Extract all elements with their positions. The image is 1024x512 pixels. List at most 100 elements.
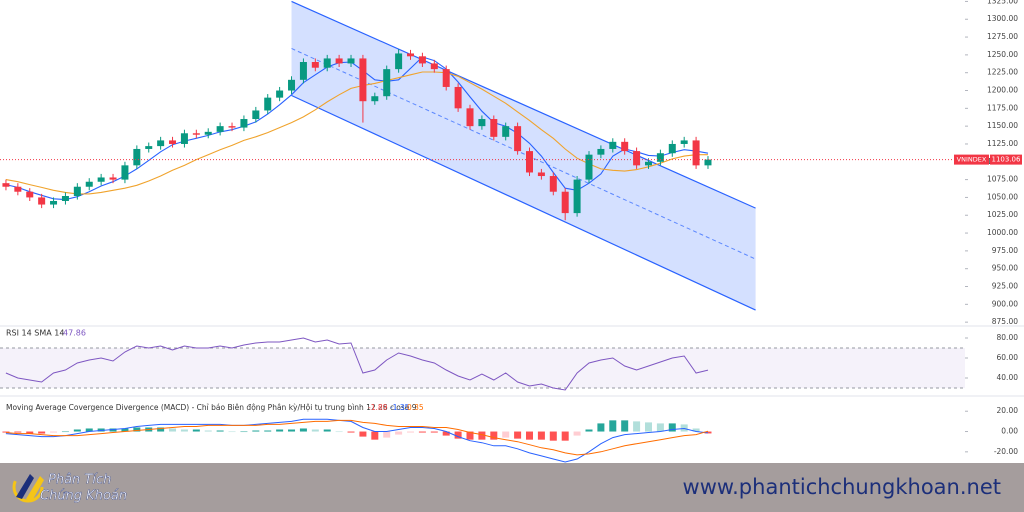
y-tick-label: 1225.00 — [987, 68, 1018, 77]
candle-body — [121, 165, 129, 180]
candle-body — [633, 151, 641, 166]
candle-body — [395, 53, 403, 70]
histogram-bar — [288, 429, 296, 432]
candle-body — [335, 58, 343, 64]
macd-readout: -1.89 — [368, 403, 388, 412]
histogram-bar — [50, 431, 58, 433]
histogram-bar — [311, 429, 319, 432]
histogram-bar — [478, 431, 486, 440]
histogram-bar — [383, 431, 391, 438]
candle-body — [192, 133, 200, 135]
symbol-label: VNINDEX — [957, 156, 987, 164]
rsi-band — [0, 348, 965, 388]
channel-line — [291, 0, 756, 209]
banner — [0, 463, 1024, 512]
candle-body — [157, 140, 165, 147]
macd-line — [5, 418, 709, 463]
histogram-bar — [371, 431, 379, 440]
histogram-bar — [133, 427, 141, 432]
plot-layer: 875.00 900.00 925.00 950.00 975.00 1000.00 102… — [0, 0, 1022, 463]
histogram-bar — [561, 431, 569, 441]
histogram-bar — [585, 429, 593, 432]
candle-body — [61, 195, 69, 201]
candle-body — [656, 153, 664, 162]
histogram-bar — [347, 431, 355, 433]
candle-body — [288, 79, 296, 91]
histogram-bar — [537, 431, 545, 440]
candle-body — [204, 131, 212, 135]
histogram-bar — [597, 423, 605, 432]
macd-readout: 0.35 — [407, 403, 424, 412]
candle-body — [97, 177, 105, 182]
candle-body — [73, 186, 81, 196]
candle-body — [2, 183, 10, 187]
macd-title: Moving Average Covergence Divergence (MA… — [6, 403, 417, 412]
histogram-bar — [466, 431, 474, 440]
histogram-bar — [38, 431, 46, 434]
y-tick-label: 1250.00 — [987, 50, 1018, 59]
candle-body — [621, 141, 629, 152]
histogram-bar — [276, 429, 284, 432]
histogram-bar — [192, 429, 200, 432]
candle-body — [692, 140, 700, 166]
candle-body — [180, 133, 188, 144]
candle-body — [85, 181, 93, 187]
candle-body — [276, 90, 284, 98]
histogram-bar — [656, 423, 664, 432]
histogram-bar — [169, 428, 177, 432]
candle-body — [311, 62, 319, 68]
candle-body — [169, 140, 177, 144]
histogram-bar — [609, 420, 617, 432]
y-tick-label: 80.00 — [997, 333, 1019, 342]
y-tick-label: 975.00 — [992, 246, 1018, 255]
candle-body — [502, 126, 510, 137]
histogram-bar — [61, 431, 69, 433]
y-tick-label: 1125.00 — [987, 139, 1018, 148]
channel-midline — [291, 48, 756, 260]
candle-body — [668, 143, 676, 154]
candle-body — [442, 69, 450, 87]
brand-name: Phân Tích — [48, 473, 111, 488]
candle-body — [585, 154, 593, 180]
y-tick-label: 0.00 — [1001, 427, 1018, 436]
histogram-bar — [633, 421, 641, 432]
histogram-bar — [430, 431, 438, 433]
symbol-tag — [954, 154, 989, 165]
candle-body — [228, 126, 236, 128]
candle-body — [704, 159, 712, 166]
y-tick-label: 1050.00 — [987, 192, 1018, 201]
histogram-bar — [335, 431, 343, 433]
candle-body — [430, 63, 438, 70]
histogram-bar — [264, 430, 272, 432]
candle-body — [26, 191, 34, 198]
y-tick-label: 925.00 — [992, 282, 1018, 291]
histogram-bar — [216, 430, 224, 432]
histogram-bar — [573, 431, 581, 436]
candle-body — [407, 53, 415, 57]
histogram-bar — [692, 428, 700, 432]
candle-body — [323, 58, 331, 68]
macd-readout: -1.35 — [390, 403, 410, 412]
candle-body — [478, 119, 486, 127]
y-tick-label: 1325.00 — [987, 0, 1018, 5]
histogram-bar — [442, 431, 450, 436]
histogram-bar — [514, 431, 522, 439]
y-tick-label: 875.00 — [992, 317, 1018, 326]
y-tick-label: 20.00 — [997, 406, 1019, 415]
y-tick-label: 1025.00 — [987, 210, 1018, 219]
candle-body — [644, 161, 652, 166]
candle-body — [561, 191, 569, 214]
histogram-bar — [454, 431, 462, 439]
y-tick-label: -20.00 — [994, 447, 1018, 456]
histogram-bar — [395, 431, 403, 435]
histogram-bar — [180, 429, 188, 432]
price-label: 1103.06 — [992, 156, 1021, 164]
candle-body — [514, 126, 522, 152]
y-tick-label: 60.00 — [997, 353, 1019, 362]
y-tick-label: 1075.00 — [987, 175, 1018, 184]
histogram-bar — [252, 430, 260, 432]
channel-fill — [291, 1, 756, 311]
histogram-bar — [418, 431, 426, 433]
y-tick-label: 1150.00 — [987, 121, 1018, 130]
